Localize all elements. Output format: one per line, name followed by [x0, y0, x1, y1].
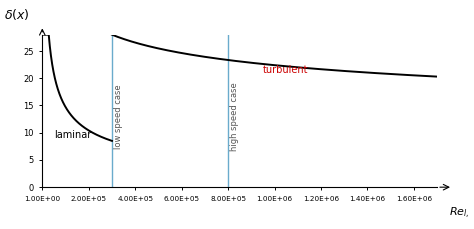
Text: $\delta(x)$: $\delta(x)$ — [4, 8, 29, 22]
Text: laminar: laminar — [54, 131, 91, 140]
Text: turbulent: turbulent — [263, 65, 309, 75]
Text: low speed case: low speed case — [114, 84, 123, 149]
Text: $Re_{l,}$: $Re_{l,}$ — [449, 205, 469, 221]
Text: high speed case: high speed case — [230, 82, 239, 151]
